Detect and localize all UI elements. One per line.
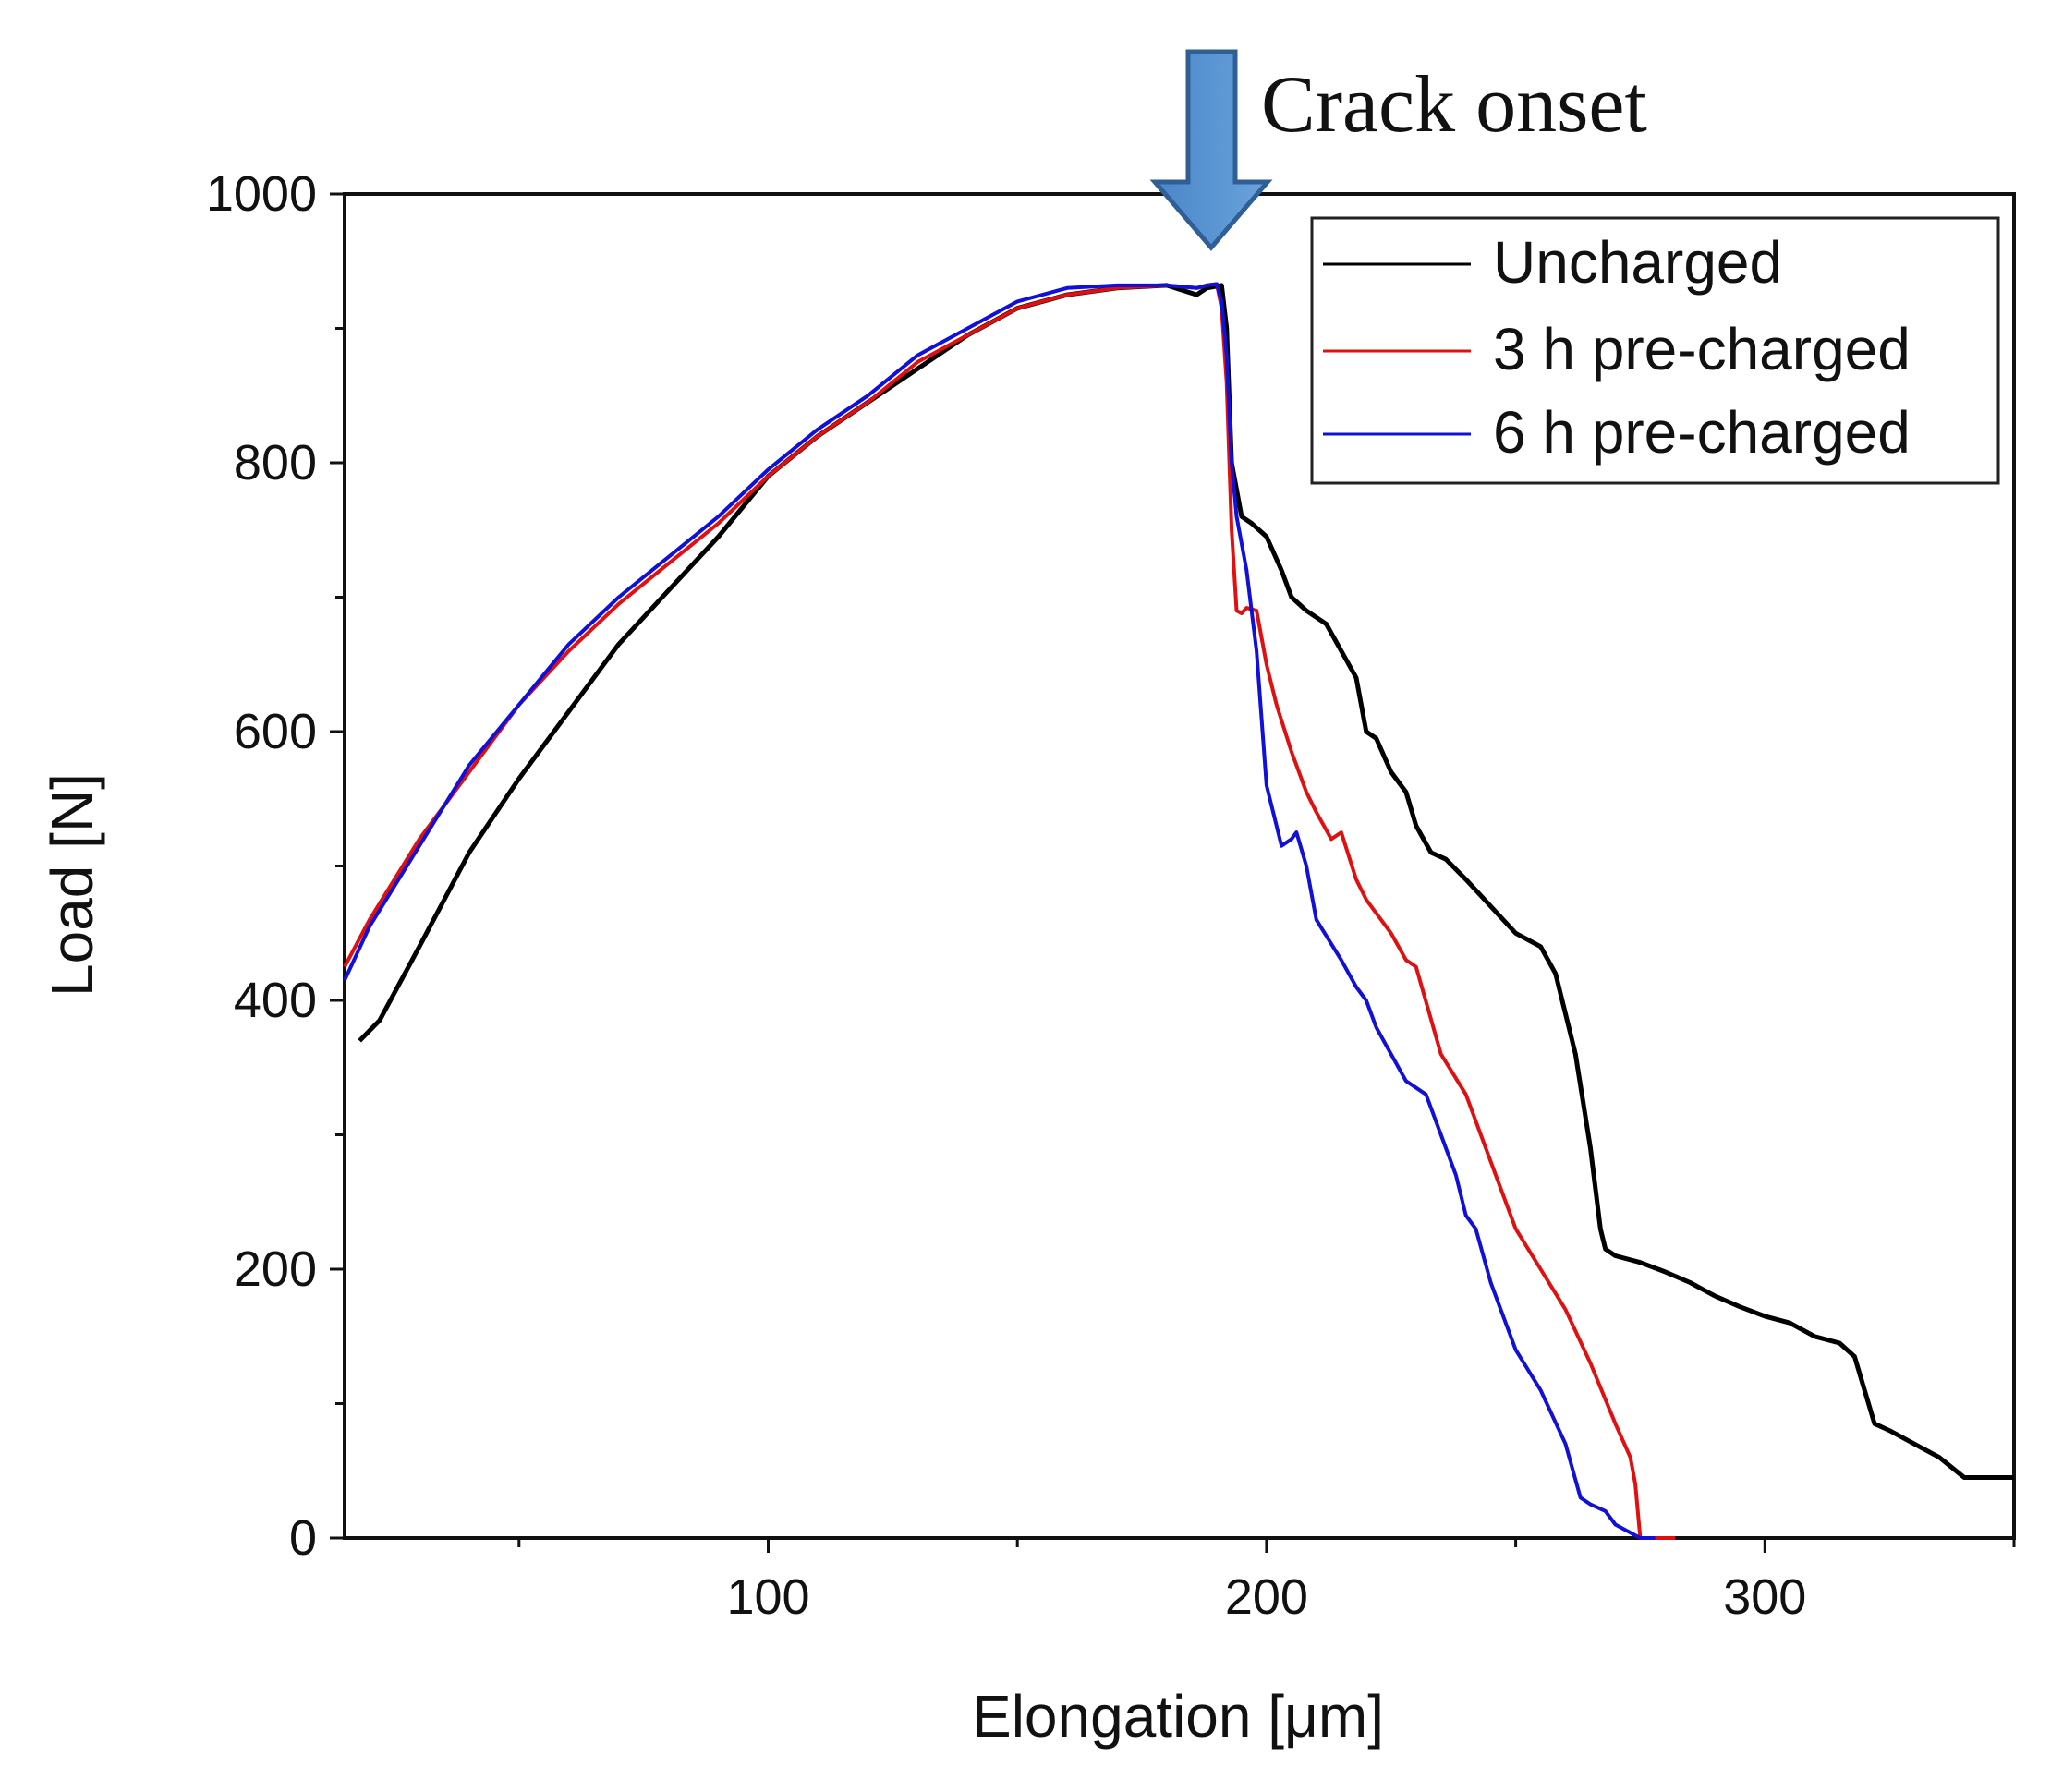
legend-label-6h: 6 h pre-charged xyxy=(1493,399,1911,466)
y-axis-title: Load [N] xyxy=(39,773,105,997)
series-6h-precharged-line xyxy=(343,282,1656,1540)
legend-item-uncharged: Uncharged xyxy=(1323,229,1782,296)
y-tick-label: 600 xyxy=(234,704,317,759)
series-3h-precharged-line xyxy=(343,282,1676,1540)
legend-label-3h: 3 h pre-charged xyxy=(1493,316,1911,382)
x-tick-label: 100 xyxy=(726,1569,809,1625)
x-axis-title: Elongation [μm] xyxy=(972,1683,1384,1750)
crack-onset-label: Crack onset xyxy=(1261,60,1647,150)
legend-item-6h: 6 h pre-charged xyxy=(1323,399,1911,466)
y-tick-label: 400 xyxy=(234,973,317,1028)
legend-label-uncharged: Uncharged xyxy=(1493,229,1782,296)
legend: Uncharged 3 h pre-charged 6 h pre-charge… xyxy=(1310,216,2000,485)
y-tick-label: 200 xyxy=(234,1241,317,1297)
axes-layer: 0 200 400 600 800 1000 100 200 300 xyxy=(206,166,2016,1625)
crack-onset-arrow-icon xyxy=(1149,49,1273,251)
y-tick-label: 0 xyxy=(289,1510,317,1566)
y-tick-label: 800 xyxy=(234,435,317,490)
series-layer xyxy=(343,282,2014,1540)
legend-item-3h: 3 h pre-charged xyxy=(1323,316,1911,382)
x-tick-label: 300 xyxy=(1723,1569,1806,1625)
crack-onset-annotation: Crack onset xyxy=(1149,49,1647,251)
y-tick-label: 1000 xyxy=(206,166,317,222)
x-tick-label: 200 xyxy=(1225,1569,1308,1625)
